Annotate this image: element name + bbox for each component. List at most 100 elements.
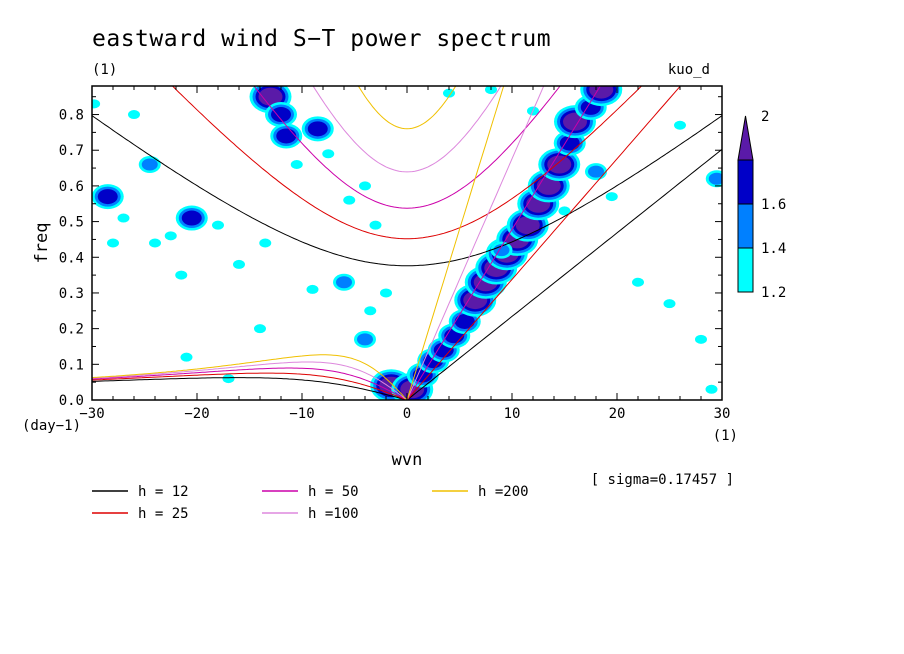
colorbar-segment bbox=[737, 203, 754, 249]
contour-blob-56-level-1 bbox=[708, 172, 722, 185]
contour-blob-45-level-3 bbox=[547, 155, 572, 174]
contour-blob-58-level-0 bbox=[674, 120, 686, 130]
curve-inertia-gravity-h100 bbox=[312, 86, 502, 173]
colorbar-label: 2 bbox=[761, 109, 769, 125]
contour-fill-layer bbox=[92, 86, 722, 400]
x-axis: −30 −20 −10 0 10 20 30 bbox=[79, 86, 730, 422]
y-tick-label: 0.1 bbox=[59, 357, 84, 373]
x-tick-label: −10 bbox=[289, 406, 314, 422]
contour-blob-59-level-0 bbox=[632, 277, 644, 287]
curve-inertia-gravity-h200 bbox=[357, 86, 457, 130]
curve-kelvin-h100 bbox=[406, 86, 545, 400]
colorbar-arrow bbox=[737, 115, 754, 161]
contour-blob-14-level-2 bbox=[271, 107, 291, 123]
curve-kelvin-h50 bbox=[406, 86, 601, 400]
x-tick-label: 20 bbox=[609, 406, 626, 422]
y-tick-label: 0.3 bbox=[59, 286, 84, 302]
y-tick-label: 0.5 bbox=[59, 215, 84, 231]
contour-blob-25-level-0 bbox=[222, 374, 235, 384]
contour-blob-15-level-2 bbox=[276, 128, 297, 144]
curve-kelvin-h200 bbox=[406, 86, 505, 400]
contour-blob-21-level-0 bbox=[359, 181, 371, 191]
colorbar-label: 1.6 bbox=[761, 197, 786, 213]
contour-blob-18-level-0 bbox=[322, 149, 335, 159]
contour-blob-46-level-2 bbox=[559, 135, 580, 151]
y-axis-label: freq bbox=[32, 223, 52, 264]
contour-blob-51-level-0 bbox=[558, 206, 571, 216]
contour-blob-27-level-1 bbox=[357, 333, 373, 346]
contour-blob-5-level-1 bbox=[141, 158, 158, 171]
contour-blob-13-level-3 bbox=[258, 87, 283, 106]
curve-inertia-gravity-h12 bbox=[92, 115, 722, 267]
legend-label: h =200 bbox=[478, 484, 529, 500]
contour-blob-28-level-0 bbox=[364, 306, 377, 316]
sigma-note: [ sigma=0.17457 ] bbox=[591, 472, 734, 488]
contour-blob-12-level-0 bbox=[259, 238, 272, 248]
y-axis: 0.0 0.1 0.2 0.3 0.4 0.5 0.6 0.7 0.8 bbox=[59, 96, 722, 409]
contour-blob-53-level-0 bbox=[605, 192, 618, 202]
contour-blob-36-level-2 bbox=[454, 314, 475, 329]
x-tick-label: 0 bbox=[403, 406, 411, 422]
contour-blob-42-level-3 bbox=[515, 216, 540, 235]
contour-blob-22-level-0 bbox=[369, 220, 382, 230]
contour-blob-11-level-0 bbox=[233, 259, 245, 269]
dispersion-curve-layer bbox=[92, 86, 722, 400]
contour-blob-16-level-0 bbox=[290, 160, 303, 169]
curve-inertia-gravity-h50 bbox=[253, 86, 561, 209]
contour-blob-57-level-0 bbox=[705, 384, 718, 394]
chart-title: eastward wind S−T power spectrum bbox=[92, 26, 551, 52]
legend: h = 12 h = 25 h = 50 h =100 h =200 bbox=[92, 484, 529, 522]
contour-blob-6-level-0 bbox=[149, 238, 161, 248]
x-tick-label: 10 bbox=[504, 406, 521, 422]
contour-blob-61-level-0 bbox=[485, 86, 497, 95]
colorbar-segment bbox=[737, 247, 754, 293]
curve-kelvin-h25 bbox=[406, 86, 682, 400]
curve-rossby-h25 bbox=[92, 372, 408, 400]
curve-rossby-h50 bbox=[92, 367, 408, 400]
curve-rossby-h100 bbox=[92, 361, 408, 400]
contour-blob-0-level-0 bbox=[92, 99, 101, 109]
x-unit-label: (1) bbox=[713, 428, 738, 444]
colorbar-segment bbox=[737, 159, 754, 205]
legend-label: h = 25 bbox=[138, 506, 189, 522]
x-tick-label: −20 bbox=[184, 406, 209, 422]
curve-kelvin-h12 bbox=[406, 148, 722, 400]
curve-rossby-h200 bbox=[92, 354, 408, 400]
legend-label: h = 12 bbox=[138, 484, 189, 500]
contour-blob-54-level-0 bbox=[663, 299, 676, 309]
chart-subtitle-right: kuo_d bbox=[668, 62, 710, 78]
x-axis-label: wvn bbox=[392, 450, 423, 470]
colorbar-label: 1.4 bbox=[761, 241, 786, 257]
contour-blob-4-level-0 bbox=[107, 238, 119, 248]
contour-blob-52-level-1 bbox=[588, 165, 604, 178]
contour-blob-19-level-0 bbox=[306, 284, 319, 294]
contour-blob-55-level-0 bbox=[695, 334, 707, 344]
colorbar: 1.2 1.4 1.6 2 bbox=[737, 109, 786, 301]
y-tick-label: 0.2 bbox=[59, 322, 84, 338]
y-tick-label: 0.4 bbox=[59, 250, 84, 266]
contour-blob-49-level-3 bbox=[589, 86, 614, 99]
y-unit-label: (day−1) bbox=[22, 418, 81, 434]
contour-blob-10-level-0 bbox=[212, 220, 224, 230]
colorbar-label: 1.2 bbox=[761, 285, 786, 301]
chart-subtitle-left: (1) bbox=[92, 62, 117, 78]
curve-inertia-gravity-h25 bbox=[171, 86, 643, 240]
contour-blob-3-level-0 bbox=[117, 213, 130, 223]
contour-blob-8-level-0 bbox=[175, 270, 188, 280]
y-tick-label: 0.7 bbox=[59, 143, 84, 159]
contour-blob-9-level-2 bbox=[181, 210, 202, 226]
contour-blob-17-level-2 bbox=[307, 121, 328, 137]
contour-blob-2-level-0 bbox=[128, 110, 140, 120]
contour-blob-1-level-2 bbox=[97, 189, 118, 205]
contour-blob-26-level-0 bbox=[180, 352, 193, 362]
x-tick-label: −30 bbox=[79, 406, 104, 422]
legend-label: h =100 bbox=[308, 506, 359, 522]
contour-blob-7-level-0 bbox=[164, 231, 177, 241]
y-tick-label: 0.0 bbox=[59, 393, 84, 409]
contour-blob-24-level-0 bbox=[254, 324, 266, 334]
y-tick-label: 0.6 bbox=[59, 179, 84, 195]
contour-blob-20-level-1 bbox=[336, 276, 352, 289]
contour-blob-23-level-0 bbox=[343, 195, 356, 205]
